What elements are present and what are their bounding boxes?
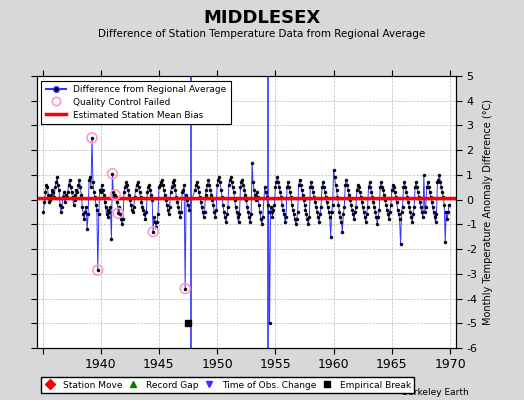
Point bbox=[108, 170, 116, 177]
Point bbox=[111, 192, 119, 198]
Text: MIDDLESEX: MIDDLESEX bbox=[203, 9, 321, 27]
Text: Berkeley Earth: Berkeley Earth bbox=[402, 388, 469, 397]
Legend: Difference from Regional Average, Quality Control Failed, Estimated Station Mean: Difference from Regional Average, Qualit… bbox=[41, 80, 231, 124]
Point bbox=[149, 228, 157, 235]
Text: Difference of Station Temperature Data from Regional Average: Difference of Station Temperature Data f… bbox=[99, 29, 425, 39]
Point bbox=[94, 267, 102, 273]
Y-axis label: Monthly Temperature Anomaly Difference (°C): Monthly Temperature Anomaly Difference (… bbox=[483, 99, 493, 325]
Legend: Station Move, Record Gap, Time of Obs. Change, Empirical Break: Station Move, Record Gap, Time of Obs. C… bbox=[41, 377, 414, 394]
Point bbox=[88, 135, 96, 141]
Point bbox=[114, 210, 123, 216]
Point bbox=[181, 286, 189, 292]
